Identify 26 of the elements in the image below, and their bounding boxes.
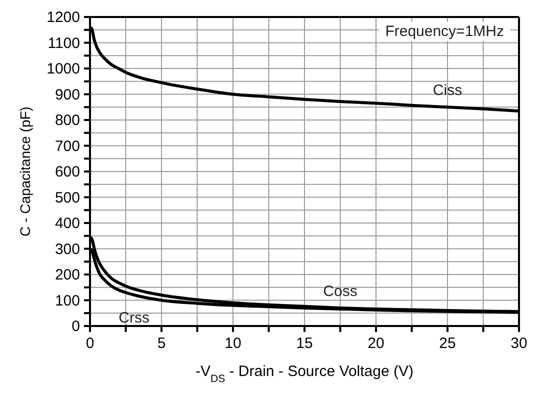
y-tick-label: 600 <box>54 164 80 180</box>
y-tick-label: 1100 <box>48 34 80 52</box>
y-tick-label: 1000 <box>46 60 80 78</box>
x-tick-label: 20 <box>368 335 384 352</box>
x-tick-label: 10 <box>224 335 242 352</box>
y-tick-label: 100 <box>54 292 80 310</box>
x-tick-label: 15 <box>296 335 313 352</box>
x-tick-label: 30 <box>510 335 528 352</box>
y-tick-label: 700 <box>54 138 80 155</box>
x-tick-label: 25 <box>439 335 456 352</box>
y-tick-label: 400 <box>54 215 80 232</box>
x-axis-title: -V$_{DS}$ - Drain - Source Voltage (V) <box>195 363 414 385</box>
y-tick-label: 0 <box>72 318 80 335</box>
y-tick-label: 200 <box>54 266 80 284</box>
x-tick-label: 5 <box>157 335 166 352</box>
y-axis-title: C - Capacitance (pF) <box>16 106 33 236</box>
series-label: Coss <box>323 282 358 300</box>
x-tick-label: 0 <box>86 335 94 352</box>
series-label: Crss <box>118 309 150 326</box>
y-tick-label: 900 <box>54 86 80 104</box>
y-tick-label: 300 <box>54 240 80 258</box>
series-label: Ciss <box>432 82 462 100</box>
y-tick-label: 500 <box>54 189 80 206</box>
y-tick-label: 1200 <box>46 9 80 26</box>
y-tick-label: 800 <box>54 112 80 129</box>
annotation: Frequency=1MHz <box>379 22 510 41</box>
